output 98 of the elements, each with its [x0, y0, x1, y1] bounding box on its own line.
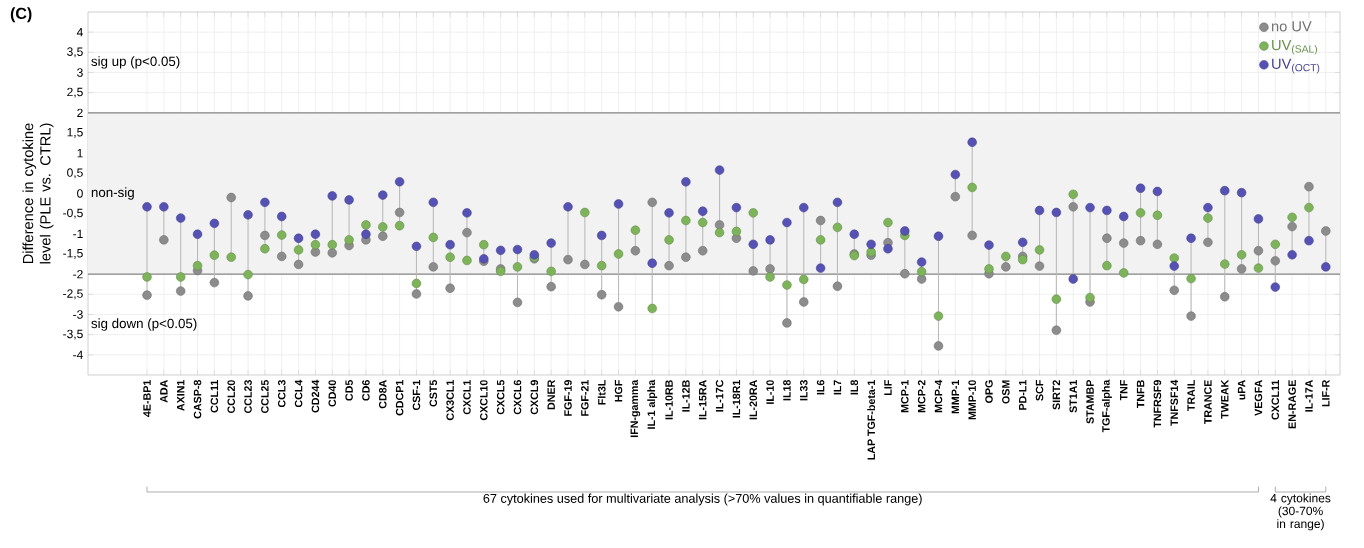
x-tick-label: IL7 — [833, 380, 842, 395]
x-tick-label: VEGFA — [1254, 379, 1263, 416]
x-tick-label: CST5 — [429, 380, 438, 407]
x-tick-label: CCL23 — [244, 380, 252, 414]
x-tick-label: TWEAK — [1221, 379, 1229, 419]
y-tick-label: 1,5 — [67, 128, 83, 138]
x-tick-label: IL-18R1 — [732, 380, 741, 418]
x-tick-label: IL-10RB — [665, 380, 673, 420]
x-tick-label: CXCL11 — [1271, 380, 1280, 420]
x-tick-label: CD5 — [345, 380, 353, 401]
y-axis-title: Difference in cytokine level (PLE vs. CTRL) — [22, 123, 54, 264]
band-label: non-sig — [91, 187, 134, 200]
x-tick-label: HGF — [614, 380, 623, 402]
x-tick-label: ST1A1 — [1069, 380, 1077, 413]
y-tick-label: -3 — [73, 310, 83, 319]
x-tick-label: IL-15RA — [699, 379, 707, 420]
x-tick-label: MMP-10 — [968, 380, 976, 420]
y-tick-label: 2,5 — [67, 87, 83, 98]
text: 67 cytokines used for multivariate analysis (>70% values in quantifiable range) — [483, 493, 922, 506]
x-tick-label: IL33 — [799, 380, 808, 401]
x-tick-label: TGF-alpha — [1101, 379, 1112, 433]
x-tick-label: IL6 — [816, 380, 825, 395]
y-tick-label: 4 — [76, 28, 83, 37]
y-tick-label: -3,5 — [63, 329, 83, 340]
x-tick-label: CXCL6 — [513, 380, 522, 415]
y-tick-label: 2 — [77, 108, 83, 118]
x-tick-label: CCL20 — [227, 380, 235, 414]
x-tick-label: FGF-19 — [564, 380, 572, 416]
x-tick-label: MCP-2 — [917, 380, 926, 413]
x-tick-label: CXCL10 — [480, 380, 488, 421]
x-tick-label: PD-L1 — [1019, 380, 1027, 410]
x-tick-label: IL8 — [850, 380, 859, 395]
x-tick-label: IL-12B — [682, 380, 690, 412]
x-tick-label: AXIN1 — [177, 380, 185, 411]
x-tick-label: TRAIL — [1187, 380, 1195, 411]
y-tick-label: 0 — [77, 189, 83, 198]
x-tick-label: 4E-BP1 — [143, 380, 151, 417]
annotation: sig up (p<0.05) — [91, 56, 180, 69]
x-tick-label: IL18 — [783, 380, 791, 401]
x-tick-label: FGF-21 — [581, 380, 589, 416]
x-tick-label: IL-17A — [1305, 379, 1313, 412]
x-tick-label: CD8A — [379, 379, 387, 409]
y-tick-label: -1,5 — [63, 249, 83, 259]
y-tick-label: -0,5 — [63, 208, 83, 219]
x-tick-label: CD244 — [311, 379, 320, 413]
x-tick-label: IL-1 alpha — [647, 379, 658, 429]
x-tick-label: LIF — [884, 380, 892, 395]
x-tick-label: MMP-1 — [951, 380, 959, 414]
x-tick-label: ADA — [160, 379, 168, 403]
x-tick-label: CCL4 — [294, 379, 303, 408]
x-tick-label: MCP-4 — [934, 379, 943, 413]
y-tick-label: 1 — [77, 149, 83, 158]
x-tick-label: CCL25 — [261, 380, 269, 414]
x-tick-label: LAP TGF-beta-1 — [867, 380, 876, 460]
x-tick-label: uPA — [1237, 379, 1246, 400]
x-tick-label: SCF — [1035, 380, 1044, 401]
annotation: sig down (p<0.05) — [91, 318, 197, 331]
legend-label: UV$_{(OCT)}$ — [1272, 58, 1320, 74]
x-tick-label: IL-17C — [715, 380, 724, 412]
legend-label: UV$_{(SAL)}$ — [1272, 40, 1317, 55]
x-tick-label: IFN-gamma — [630, 379, 641, 438]
x-tick-label: CCL3 — [277, 380, 286, 408]
x-tick-label: CXCL5 — [496, 380, 505, 415]
y-tick-label: -2 — [73, 269, 83, 279]
x-tick-label: TNF — [1120, 380, 1128, 401]
chart-title: (C) — [10, 7, 32, 23]
y-tick-label: 3,5 — [67, 47, 83, 58]
x-tick-label: MCP-1 — [901, 380, 909, 413]
x-tick-label: CD40 — [328, 380, 337, 407]
y-tick-label: -1 — [73, 229, 83, 238]
x-tick-label: TNFB — [1136, 380, 1145, 409]
x-tick-label: TRANCE — [1204, 380, 1212, 425]
x-tick-label: TNFSF14 — [1170, 379, 1179, 426]
x-tick-label: EN-RAGE — [1288, 380, 1296, 429]
text: 4 cytokines (30-70% in range) — [1270, 493, 1331, 531]
x-tick-label: CASP-8 — [193, 380, 202, 419]
x-tick-label: CXCL9 — [530, 380, 539, 415]
x-tick-label: SIRT2 — [1052, 380, 1061, 410]
y-tick-label: 0,5 — [67, 168, 83, 179]
x-tick-label: IL-10 — [766, 380, 774, 404]
x-tick-label: STAMBP — [1086, 380, 1094, 424]
x-tick-label: OSM — [1002, 380, 1010, 404]
x-tick-label: CSF-1 — [412, 380, 421, 411]
y-tick-label: 3 — [77, 68, 83, 77]
x-tick-label: OPG — [985, 380, 993, 403]
x-tick-label: Flt3L — [597, 380, 606, 405]
x-tick-label: TNFRSF9 — [1153, 380, 1162, 428]
x-tick-label: IL-20RA — [749, 379, 758, 420]
x-tick-label: DNER — [547, 379, 555, 410]
x-tick-label: CXCL1 — [463, 380, 471, 415]
x-tick-label: LIF-R — [1322, 379, 1330, 407]
y-tick-label: -4 — [73, 350, 83, 359]
x-tick-label: CCL11 — [210, 380, 219, 413]
x-tick-label: CX3CL1 — [446, 380, 454, 421]
legend-label: no UV — [1271, 21, 1312, 32]
y-tick-label: -2,5 — [63, 289, 83, 300]
x-tick-label: CDCP1 — [395, 380, 404, 416]
x-tick-label: CD6 — [362, 380, 370, 401]
